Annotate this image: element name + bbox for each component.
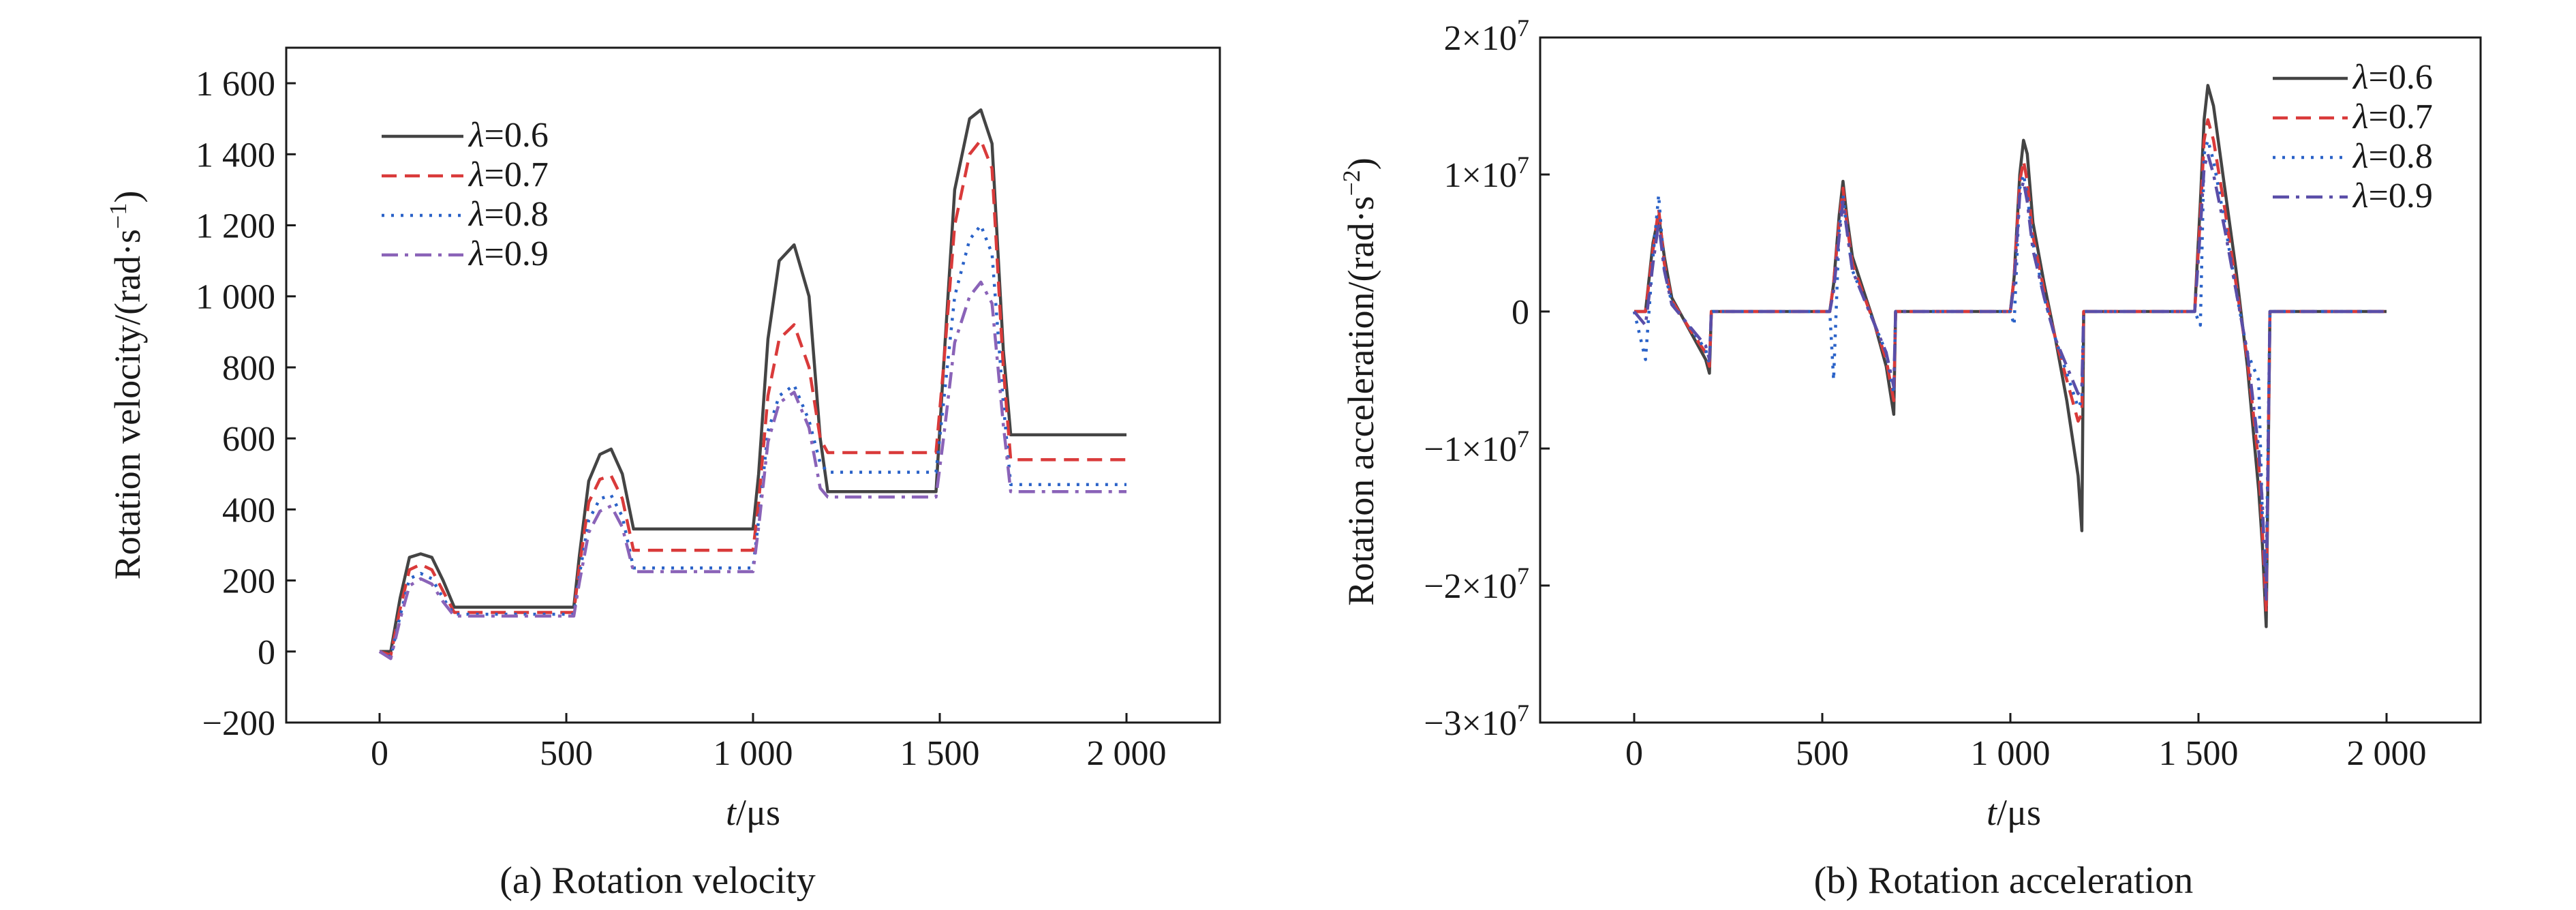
panel-rotation-velocity: −200 0 200 400 600 800 1 000 1 200 1 400 1 600 0 5…	[104, 46, 1221, 902]
legend-label: λ=0.6	[467, 116, 549, 155]
plot-frame	[285, 46, 1221, 724]
y-axis-ticks: −200 0 200 400 600 800 1 000 1 200 1 400 1 600	[196, 65, 296, 743]
y-tick-label: −1×107	[1424, 425, 1529, 469]
series-line-09	[1633, 152, 2387, 601]
legend-item: λ=0.8	[2273, 137, 2433, 176]
legend-label: λ=0.8	[467, 195, 549, 234]
legend-label: λ=0.9	[467, 234, 549, 273]
plot-frame	[1539, 36, 2482, 724]
x-tick-label: 500	[540, 734, 593, 773]
panel-caption: (a) Rotation velocity	[500, 860, 815, 902]
x-axis-title-unit: /μs	[736, 792, 780, 833]
y-axis-title: Rotation velocity/(rad·s−1)	[104, 191, 148, 580]
legend-item: λ=0.6	[382, 116, 549, 155]
x-tick-label: 500	[1796, 734, 1849, 773]
y-tick-label: −2×107	[1424, 562, 1529, 606]
legend: λ=0.6λ=0.7λ=0.8λ=0.9	[382, 116, 549, 273]
series-line-07	[379, 138, 1126, 657]
y-axis-title-close: )	[107, 191, 148, 203]
y-tick-label: 1 400	[196, 136, 275, 175]
x-tick-label: 1 000	[714, 734, 793, 773]
legend-label: λ=0.7	[2352, 97, 2433, 136]
series-line-08	[1632, 138, 2387, 574]
legend-item: λ=0.7	[2273, 97, 2433, 136]
legend-label: λ=0.9	[2352, 177, 2433, 215]
x-tick-label: 1 500	[900, 734, 980, 773]
panel-caption: (b) Rotation acceleration	[1814, 860, 2194, 902]
x-axis-title: t/μs	[1987, 792, 2041, 833]
series-lines	[378, 108, 1126, 661]
y-tick-label: 200	[222, 562, 275, 601]
y-axis-title-main: Rotation velocity/(rad·s	[107, 229, 148, 579]
y-tick-label: 600	[222, 420, 275, 459]
x-tick-label: 2 000	[2347, 734, 2427, 773]
panel-rotation-acceleration: −3×107 −2×107 −1×107 0 1×107 2×107 0 500 1 000 1…	[1338, 14, 2482, 902]
series-line-06	[380, 108, 1126, 654]
x-tick-label: 1 000	[1971, 734, 2051, 773]
x-axis-title-var: t	[1987, 792, 1998, 833]
x-axis-ticks: 0 500 1 000 1 500 2 000	[371, 713, 1167, 773]
legend-item: λ=0.6	[2273, 58, 2433, 97]
legend-label: λ=0.6	[2352, 58, 2433, 97]
x-tick-label: 2 000	[1087, 734, 1167, 773]
y-axis-title-main: Rotation acceleration/(rad·s	[1340, 196, 1381, 606]
legend-item: λ=0.9	[382, 234, 549, 273]
legend: λ=0.6λ=0.7λ=0.8λ=0.9	[2273, 58, 2433, 215]
y-tick-label: 1 000	[196, 278, 275, 317]
y-axis-ticks: −3×107 −2×107 −1×107 0 1×107 2×107	[1424, 14, 1550, 743]
x-axis-title-unit: /μs	[1997, 792, 2041, 833]
y-tick-label: 0	[258, 633, 275, 672]
y-tick-label: −200	[202, 704, 275, 743]
x-axis-ticks: 0 500 1 000 1 500 2 000	[1625, 713, 2427, 773]
y-tick-label: 400	[222, 491, 275, 530]
x-tick-label: 0	[371, 734, 388, 773]
y-tick-label: −3×107	[1424, 699, 1529, 743]
legend-item: λ=0.7	[382, 155, 549, 194]
x-axis-title: t/μs	[726, 792, 780, 833]
legend-label: λ=0.7	[467, 155, 549, 194]
legend-label: λ=0.8	[2352, 137, 2433, 176]
y-tick-label: 1×107	[1444, 151, 1529, 195]
y-tick-label: 1 200	[196, 207, 275, 246]
x-tick-label: 1 500	[2159, 734, 2239, 773]
y-axis-title-sup: −2	[1338, 170, 1365, 196]
y-tick-label: 2×107	[1444, 14, 1529, 58]
y-axis-title-sup: −1	[104, 203, 132, 229]
series-line-06	[1634, 84, 2387, 628]
x-tick-label: 0	[1625, 734, 1643, 773]
y-axis-title-close: )	[1340, 157, 1381, 170]
x-axis-title-var: t	[726, 792, 737, 833]
series-line-09	[378, 280, 1126, 661]
y-tick-label: 0	[1512, 293, 1529, 332]
series-lines	[1632, 84, 2387, 628]
y-tick-label: 800	[222, 349, 275, 388]
legend-item: λ=0.8	[382, 195, 549, 234]
legend-item: λ=0.9	[2273, 177, 2433, 215]
series-line-08	[379, 224, 1126, 658]
y-tick-label: 1 600	[196, 65, 275, 104]
y-axis-title: Rotation acceleration/(rad·s−2)	[1338, 157, 1381, 606]
series-line-07	[1634, 118, 2387, 615]
